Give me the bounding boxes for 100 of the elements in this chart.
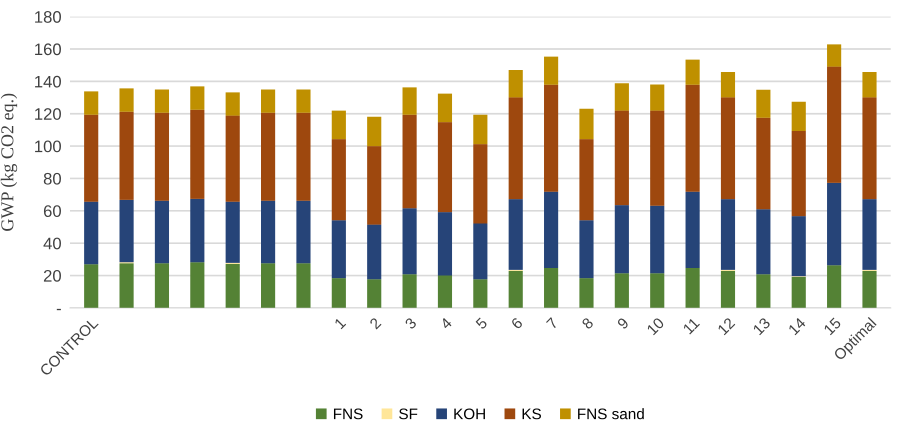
bar xyxy=(332,278,346,308)
bar xyxy=(261,200,276,264)
x-tick-label: 9 xyxy=(616,317,630,330)
x-tick-label: 10 xyxy=(646,316,665,336)
bar xyxy=(579,220,594,278)
bar xyxy=(367,146,382,225)
bar xyxy=(190,198,204,262)
bar xyxy=(402,208,417,274)
x-tick-label: 6 xyxy=(510,317,524,330)
x-tick-label: 7 xyxy=(546,317,558,330)
bar xyxy=(756,274,770,308)
bar xyxy=(332,110,346,140)
x-tick-label: 14 xyxy=(788,316,806,336)
bar xyxy=(367,224,382,280)
bar xyxy=(614,205,629,274)
legend-label: FNS xyxy=(334,408,363,420)
bar xyxy=(650,110,664,206)
bar xyxy=(579,108,594,140)
bar xyxy=(119,88,134,112)
x-tick-label: 3 xyxy=(404,317,418,330)
bar xyxy=(862,270,877,308)
bar xyxy=(473,223,488,280)
bar xyxy=(84,91,98,115)
legend-label: FNS sand xyxy=(578,408,644,420)
bar xyxy=(508,97,523,200)
bar xyxy=(332,139,346,220)
bar xyxy=(792,216,806,276)
bar xyxy=(614,273,629,308)
bar xyxy=(473,144,488,224)
y-tick-label: 20 xyxy=(44,270,61,282)
bar xyxy=(154,263,170,308)
legend-label: SF xyxy=(399,408,418,420)
bar xyxy=(154,89,170,113)
x-tick-label: 12 xyxy=(717,317,736,336)
y-tick-label: 40 xyxy=(43,238,61,250)
bar xyxy=(438,122,452,212)
legend-label: KS xyxy=(522,408,542,420)
bar xyxy=(438,212,452,276)
y-tick-label: - xyxy=(56,308,61,310)
bar xyxy=(261,89,276,113)
bar xyxy=(261,112,276,201)
bar xyxy=(84,114,98,202)
bar xyxy=(614,83,629,111)
bar xyxy=(367,279,382,308)
bar xyxy=(296,89,311,113)
bar xyxy=(792,131,806,216)
bar xyxy=(862,72,877,98)
bar xyxy=(508,270,523,308)
bar xyxy=(332,220,346,278)
y-tick-label: 60 xyxy=(44,205,61,218)
bar xyxy=(119,263,134,308)
x-tick-label: 5 xyxy=(475,317,488,330)
bar xyxy=(473,279,488,308)
y-tick-label: 100 xyxy=(35,140,61,152)
y-tick-label: 120 xyxy=(35,108,61,120)
y-tick-label: 140 xyxy=(35,76,61,88)
bar xyxy=(827,265,842,308)
bar xyxy=(650,273,664,308)
bar xyxy=(756,118,770,210)
bar xyxy=(720,97,736,200)
bar xyxy=(792,276,806,308)
bar xyxy=(190,86,204,110)
bar xyxy=(402,87,417,115)
bar xyxy=(367,116,382,146)
bar xyxy=(544,268,558,308)
bar xyxy=(84,264,98,308)
bar xyxy=(862,97,877,200)
x-tick-label: 8 xyxy=(581,317,594,330)
x-tick-label: 13 xyxy=(752,317,771,336)
bar xyxy=(226,264,240,308)
legend-label: KOH xyxy=(454,408,485,420)
bar xyxy=(827,66,842,183)
bar xyxy=(226,202,240,263)
bar xyxy=(650,84,664,111)
bar xyxy=(296,200,311,264)
bar xyxy=(720,72,736,98)
y-tick-label: 160 xyxy=(35,43,61,56)
y-tick-label: 80 xyxy=(44,172,61,185)
bar xyxy=(296,263,311,308)
bar xyxy=(862,199,877,270)
y-axis-title: GWP (kg CO2 eq.) xyxy=(0,94,18,231)
bar xyxy=(827,44,842,67)
bar xyxy=(226,116,240,202)
bar xyxy=(686,192,700,268)
bar xyxy=(579,278,594,308)
bar xyxy=(792,102,806,132)
bar xyxy=(756,209,770,274)
bar xyxy=(686,60,700,85)
y-tick-label: 180 xyxy=(35,11,61,23)
bar xyxy=(154,112,170,201)
bar xyxy=(296,112,311,201)
bar xyxy=(190,110,204,199)
bar xyxy=(119,112,134,200)
x-tick-label: 11 xyxy=(682,317,700,334)
bar xyxy=(686,84,700,192)
bar xyxy=(544,192,558,268)
bar xyxy=(261,263,276,308)
bar xyxy=(190,262,204,308)
bar xyxy=(614,110,629,206)
x-tick-label: 1 xyxy=(334,317,346,330)
